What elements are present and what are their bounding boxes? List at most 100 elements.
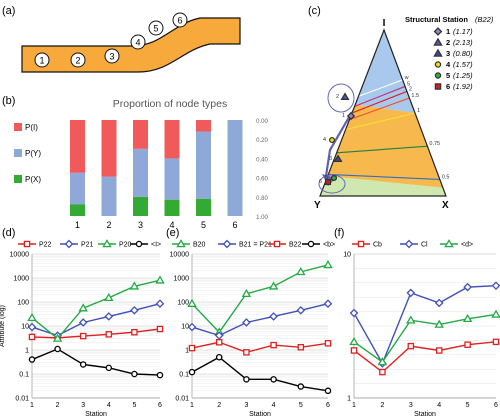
panel-f-point-0-3 xyxy=(435,347,443,354)
legend-c-title: Structural Station xyxy=(405,15,468,24)
panel-e-legend-marker-0 xyxy=(176,239,186,248)
panel-e-legend-marker-2 xyxy=(273,240,281,248)
ternary-station-label-4: 4 xyxy=(323,137,326,143)
panel-f-point-2-4 xyxy=(462,313,473,323)
legend-c-id-3: 3 xyxy=(446,49,450,58)
panel-d-series-line-2 xyxy=(31,279,161,340)
panel-e-xtick-1: 2 xyxy=(217,402,221,409)
panel-d-chart: 0.01 0.1 1 10 100 1000 10000 1 2 3 4 5 6 Station Attri… xyxy=(0,239,165,416)
chart-b-tick-1: 0.20 xyxy=(256,138,268,144)
panel-d-xtick-1: 2 xyxy=(56,402,60,409)
panel-e-point-0-3 xyxy=(268,281,279,290)
ternary-station-label-2: 2 xyxy=(336,94,339,100)
panel-label-d: (d) xyxy=(2,227,15,239)
legend-c-id-2: 2 xyxy=(446,38,450,47)
contour-line-1 xyxy=(354,85,406,107)
vertex-label-x: X xyxy=(442,200,449,211)
panel-e-ytick-2: 1 xyxy=(185,348,189,355)
legend-c-marker-4 xyxy=(434,61,442,68)
panel-e-xtick-5: 6 xyxy=(326,402,330,409)
legend-c-value-5: (1.25) xyxy=(453,71,473,80)
panel-d-xtick-3: 4 xyxy=(107,402,111,409)
panel-e-point-1-2 xyxy=(242,318,251,327)
station-label-1: 1 xyxy=(39,56,44,66)
legend-c-value-1: (1.17) xyxy=(453,27,473,36)
panel-f-point-1-0 xyxy=(349,308,359,318)
legend-b-label-P(I): P(I) xyxy=(25,123,38,132)
legend-c-value-3: (0.80) xyxy=(453,49,473,58)
vertex-label-y: Y xyxy=(314,200,321,211)
panel-e-point-3-3 xyxy=(270,376,277,383)
legend-b-swatch-P(I) xyxy=(14,123,22,131)
ternary-station-2 xyxy=(340,92,350,101)
panel-d-ytick-1: 0.1 xyxy=(19,372,29,379)
panel-d-point-3-3 xyxy=(105,364,113,372)
chart-b-tick-4: 0.80 xyxy=(256,196,268,202)
panel-e-point-0-4 xyxy=(296,266,306,276)
panel-d-point-3-1 xyxy=(54,345,61,353)
panel-f-legend-marker-2 xyxy=(444,239,454,248)
panel-f-series-line-0 xyxy=(353,341,497,373)
panel-d-point-1-4 xyxy=(130,306,139,315)
panel-d-point-0-2 xyxy=(79,332,87,340)
bar-P(X)-5 xyxy=(196,198,211,216)
panel-e-ytick-6: 10000 xyxy=(170,252,190,259)
panel-f-xlabel: Station xyxy=(414,411,436,416)
panel-e-point-2-5 xyxy=(324,340,332,347)
panel-d-xtick-5: 6 xyxy=(158,402,162,409)
chart-b-category-2: 2 xyxy=(106,220,111,230)
contour-label-2: 2 xyxy=(409,86,412,92)
panel-label-c: (c) xyxy=(308,5,321,17)
station-label-4: 4 xyxy=(135,38,140,48)
panel-d-point-2-3 xyxy=(104,292,114,302)
contour-line-5 xyxy=(336,145,428,154)
station-circle-1 xyxy=(34,52,50,68)
panel-f-point-0-5 xyxy=(492,338,500,346)
panel-e-point-1-4 xyxy=(296,306,306,315)
chart-b-tick-5: 1.00 xyxy=(256,215,268,221)
panel-e-point-3-1 xyxy=(215,353,223,361)
panel-d-point-2-0 xyxy=(27,312,37,322)
legend-c-marker-3 xyxy=(433,48,443,57)
panel-d-point-0-3 xyxy=(105,331,113,338)
ternary-station-label-1: 1 xyxy=(342,113,345,119)
bar-P(X)-3 xyxy=(133,196,148,216)
ternary-region-orange xyxy=(327,104,443,188)
contour-line-0 xyxy=(358,79,403,97)
contour-line-6 xyxy=(328,173,440,180)
panel-e-ytick-5: 1000 xyxy=(173,276,189,283)
station-circle-2 xyxy=(70,52,86,68)
contour-label-6: 0.5 xyxy=(442,174,450,180)
legend-b-label-P(X): P(X) xyxy=(25,175,41,184)
bar-P(I)-2 xyxy=(101,120,117,177)
panel-f-xtick-1: 2 xyxy=(380,402,384,409)
panel-d-legend-label-2: P20 xyxy=(119,242,132,249)
panel-e-ytick-4: 100 xyxy=(177,300,189,307)
panel-d-point-2-2 xyxy=(78,303,88,312)
vertex-label-i: I xyxy=(383,18,386,29)
panel-d-point-1-5 xyxy=(155,299,165,309)
panel-e-point-3-5 xyxy=(324,387,332,395)
panel-f-xtick-3: 4 xyxy=(437,402,441,409)
ternary-station-label-6: 6 xyxy=(319,179,322,185)
ternary-station-label-3: 3 xyxy=(329,156,332,162)
panel-e-legend-marker-3 xyxy=(307,240,315,248)
legend-c-value-4: (1.57) xyxy=(453,60,473,69)
ternary-station-label-5: 5 xyxy=(325,175,328,181)
contour-line-3 xyxy=(349,97,410,121)
panel-d-series-line-1 xyxy=(31,303,161,337)
panel-e-legend-label-2: B22 xyxy=(289,242,302,249)
panel-e-point-2-4 xyxy=(297,344,305,351)
panel-f-chart: 10 11 2 3 4 5 6 Station Cb Cl <d> xyxy=(343,239,500,416)
panel-label-e: (e) xyxy=(166,227,179,239)
panel-d-point-2-5 xyxy=(155,275,165,284)
panel-f-xtick-5: 6 xyxy=(494,402,498,409)
legend-c-value-6: (1.92) xyxy=(453,82,473,91)
panel-f-series-line-2 xyxy=(353,313,497,363)
chart-b-tick-3: 0.60 xyxy=(256,177,268,183)
panel-e-ytick-3: 10 xyxy=(181,324,189,331)
panel-d-ylabel: Attribute (log) xyxy=(0,305,6,347)
panel-d-series-line-0 xyxy=(31,328,161,339)
panel-e-xtick-4: 5 xyxy=(299,402,303,409)
